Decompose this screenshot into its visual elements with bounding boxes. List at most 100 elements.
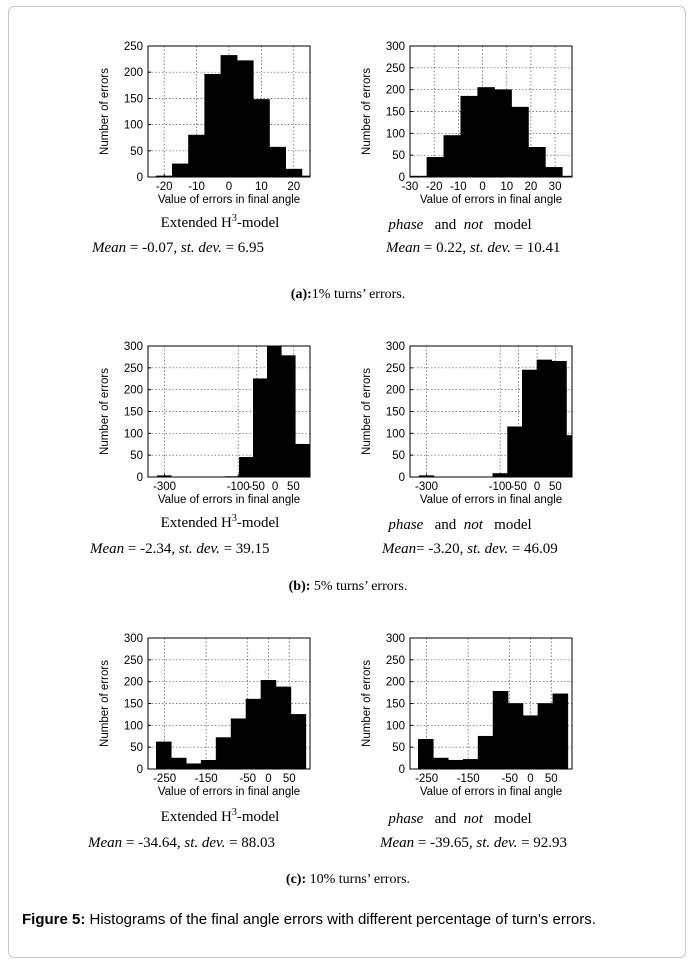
y-tick-label: 300 [386,633,405,645]
y-tick-label: 100 [124,428,143,440]
y-tick-label: 0 [137,472,143,484]
y-tick-label: 100 [386,128,405,140]
y-tick-label: 300 [386,41,405,53]
histogram-bar [511,106,529,177]
y-tick-label: 150 [386,107,405,119]
bars [418,359,572,477]
histogram-bar [290,714,307,769]
y-tick-label: 200 [386,385,405,397]
histogram-bar [507,426,523,477]
histogram-bar [522,715,539,769]
x-tick-label: 30 [549,181,562,193]
x-tick-label: -50 [248,481,265,493]
histogram-bar [269,146,287,177]
x-axis-label: Value of errors in final angle [420,194,562,206]
x-axis-label: Value of errors in final angle [158,494,300,506]
x-tick-label: 0 [272,481,278,493]
y-tick-label: 50 [130,450,143,462]
histogram-bar [460,95,479,177]
x-tick-label: 0 [479,181,485,193]
histogram-bar [204,73,222,177]
histogram-b-right: 0 50 100 150 200 250 300 -300 -100 -50 0 50 Value of… [358,338,588,513]
y-tick-label: 200 [386,677,405,689]
y-tick-label: 0 [137,764,143,776]
histogram-bar [507,703,524,769]
x-tick-label: -10 [450,181,467,193]
histogram-a-right: 0 50 100 150 200 250 300 -30 -20 -10 0 10 20 30 Value … [358,38,588,213]
figure-frame [8,6,686,958]
x-tick-label: 0 [534,481,540,493]
model-name-extended: Extended H3-model [160,513,280,532]
histogram-c-left: 0 50 100 150 200 250 300 -250 -150 -50 0 50 Value of… [96,630,326,805]
x-tick-label: -20 [426,181,443,193]
y-axis-label: Number of errors [99,68,111,155]
x-tick-label: -50 [239,773,256,785]
y-tick-label: 250 [124,363,143,375]
y-tick-label: 0 [399,764,405,776]
x-tick-label: -250 [415,773,438,785]
x-tick-label: -300 [153,481,176,493]
histogram-bar [551,360,567,477]
y-axis-label: Number of errors [99,660,111,747]
histogram-a-left: 0 50 100 150 200 250 -20 -10 0 10 20 Value of error… [96,38,326,213]
y-tick-label: 0 [399,172,405,184]
stats-a-left: Mean = -0.07, st. dev. = 6.95 [92,240,265,256]
x-tick-label: 20 [287,181,300,193]
figure-caption: Figure 5: Histograms of the final angle … [22,911,596,928]
histogram-bar [566,435,572,477]
bars [410,87,572,177]
histogram-bar [230,718,247,769]
x-tick-label: -250 [153,773,176,785]
model-name-extended: Extended H3-model [160,213,280,232]
histogram-bar [545,167,563,177]
histogram-b-left: 0 50 100 150 200 250 300 -300 -100 -50 0 50 Value of… [96,338,326,513]
x-tick-label: 50 [549,481,562,493]
stats-c-right: Mean = -39.65, st. dev. = 92.93 [380,835,568,851]
x-tick-label: -100 [227,481,250,493]
model-name-phase-not: phase and not model [388,517,532,533]
y-tick-label: 150 [124,407,143,419]
stats-b-left: Mean = -2.34, st. dev. = 39.15 [90,541,270,557]
x-axis-label: Value of errors in final angle [158,786,300,798]
histogram-bar [253,378,268,477]
y-tick-label: 200 [124,385,143,397]
histogram-c-right: 0 50 100 150 200 250 300 -250 -150 -50 0 50 Value of… [358,630,588,805]
histogram-bar [245,698,262,769]
x-tick-label: -10 [188,181,205,193]
y-tick-label: 200 [386,85,405,97]
y-tick-label: 100 [124,120,143,132]
y-tick-label: 0 [399,472,405,484]
histogram-bar [426,157,445,177]
histogram-bar [253,99,270,177]
y-axis-label: Number of errors [99,368,111,455]
x-tick-label: 0 [527,773,533,785]
bars [156,346,310,477]
y-tick-label: 100 [386,720,405,732]
y-tick-label: 50 [392,450,405,462]
y-tick-label: 0 [137,172,143,184]
histogram-bar [266,346,282,477]
histogram-bar [200,759,217,769]
bars [418,690,569,769]
y-tick-label: 300 [386,341,405,353]
x-tick-label: 0 [265,773,271,785]
histogram-bar [462,759,479,769]
model-name-phase-not: phase and not model [388,217,532,233]
y-tick-label: 50 [392,150,405,162]
y-tick-label: 200 [124,677,143,689]
x-tick-label: -150 [195,773,218,785]
histogram-bar [185,763,202,769]
histogram-bar [188,134,206,177]
x-tick-label: -20 [156,181,173,193]
x-tick-label: -30 [402,181,419,193]
y-tick-label: 100 [124,720,143,732]
subcaption-a: (a):1% turns’ errors. [290,287,406,302]
x-tick-label: -100 [489,481,512,493]
y-tick-label: 150 [124,699,143,711]
histogram-bar [494,89,512,177]
histogram-bar [432,757,449,769]
histogram-bar [239,457,254,477]
y-tick-label: 150 [386,699,405,711]
bars [156,680,307,769]
x-tick-label: 50 [545,773,558,785]
